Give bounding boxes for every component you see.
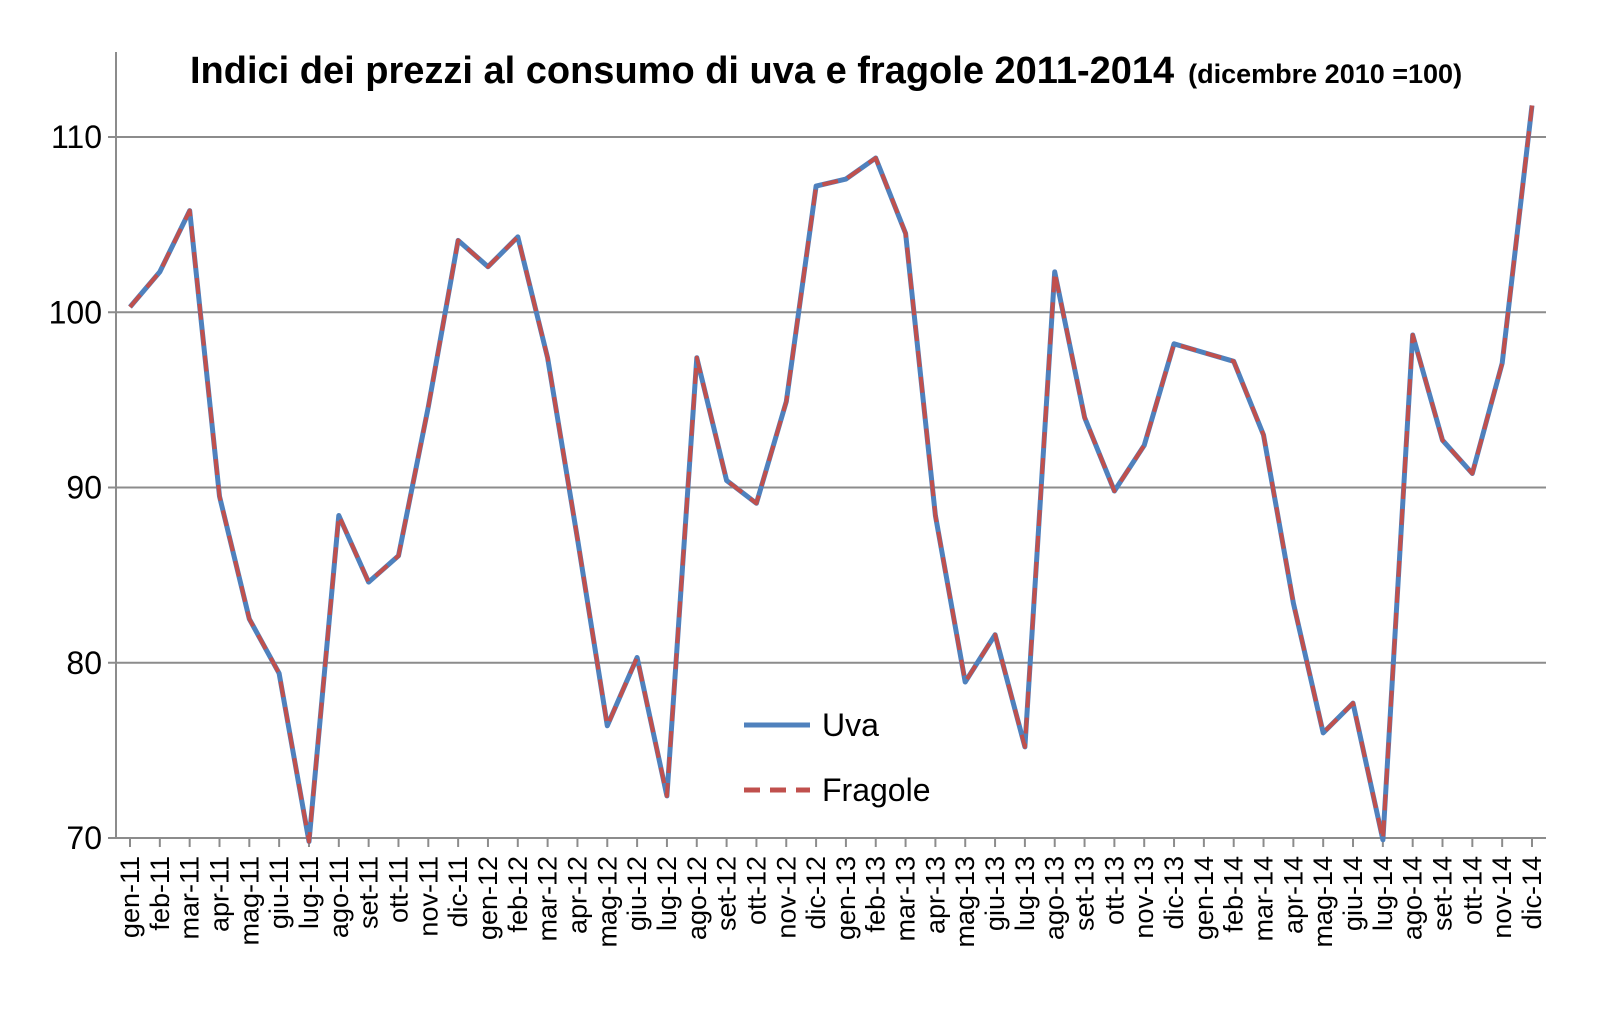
y-axis-tick-labels: 70 80 90 100 110 <box>49 119 116 856</box>
x-tick-label: giu-13 <box>980 856 1010 931</box>
x-tick-label: feb-13 <box>861 856 891 933</box>
x-tick-label: nov-14 <box>1487 856 1517 939</box>
x-tick-label: giu-14 <box>1338 856 1368 931</box>
legend: Uva Fragole <box>744 707 931 808</box>
legend-label-fragole: Fragole <box>822 772 931 808</box>
x-tick-label: ago-13 <box>1040 856 1070 940</box>
x-tick-label: lug-13 <box>1010 856 1040 931</box>
x-tick-label: mag-13 <box>950 856 980 948</box>
x-tick-label: giu-12 <box>622 856 652 931</box>
series-lines <box>128 105 1535 844</box>
x-tick-label: apr-13 <box>920 856 950 934</box>
x-tick-label: ago-12 <box>682 856 712 940</box>
x-tick-label: nov-13 <box>1129 856 1159 939</box>
x-tick-label: mar-13 <box>891 856 921 942</box>
x-tick-label: lug-14 <box>1368 856 1398 931</box>
x-tick-label: gen-11 <box>115 856 145 938</box>
x-tick-label: lug-11 <box>294 856 324 929</box>
x-tick-label: ago-11 <box>324 856 354 938</box>
x-tick-label: feb-11 <box>145 856 175 931</box>
x-tick-label: dic-12 <box>801 856 831 930</box>
x-tick-label: feb-14 <box>1219 856 1249 933</box>
x-tick-label: ott-12 <box>741 856 771 925</box>
x-tick-label: set-14 <box>1428 856 1458 931</box>
x-tick-label: feb-12 <box>503 856 533 933</box>
y-tick-label: 90 <box>66 470 102 506</box>
x-tick-label: mag-12 <box>592 856 622 948</box>
x-tick-label: set-12 <box>712 856 742 931</box>
x-tick-label: lug-12 <box>652 856 682 931</box>
y-tick-label: 70 <box>66 820 102 856</box>
x-tick-label: ago-14 <box>1398 856 1428 940</box>
legend-label-uva: Uva <box>822 707 879 743</box>
x-tick-label: giu-11 <box>264 856 294 929</box>
x-tick-label: ott-11 <box>383 856 413 923</box>
y-tick-label: 110 <box>51 119 102 155</box>
axes <box>115 52 1546 839</box>
x-tick-label: dic-11 <box>443 856 473 928</box>
x-tick-label: gen-14 <box>1189 856 1219 940</box>
x-tick-label: ott-13 <box>1099 856 1129 925</box>
x-tick-label: mag-11 <box>234 856 264 946</box>
x-tick-label: set-11 <box>354 856 384 929</box>
x-tick-label: gen-12 <box>473 856 503 940</box>
series-line-fragole <box>128 105 1534 844</box>
chart-title-group: Indici dei prezzi al consumo di uva e fr… <box>190 50 1462 92</box>
x-tick-label: nov-12 <box>771 856 801 939</box>
x-tick-label: set-13 <box>1070 856 1100 931</box>
x-tick-label: mag-14 <box>1308 856 1338 948</box>
x-tick-label: nov-11 <box>413 856 443 937</box>
x-tick-label: mar-12 <box>533 856 563 942</box>
x-tick-label: dic-13 <box>1159 856 1189 930</box>
x-tick-label: apr-11 <box>204 856 234 932</box>
x-tick-label: mar-14 <box>1249 856 1279 942</box>
chart-title: Indici dei prezzi al consumo di uva e fr… <box>190 50 1174 92</box>
x-axis-tick-labels: gen-11 feb-11 mar-11 apr-11 mag-11 giu-11 lug-… <box>115 838 1547 948</box>
y-tick-label: 100 <box>49 294 102 330</box>
x-tick-label: apr-14 <box>1278 856 1308 934</box>
y-tick-label: 80 <box>66 645 102 681</box>
x-tick-label: apr-12 <box>562 856 592 934</box>
x-tick-label: ott-14 <box>1457 856 1487 925</box>
x-tick-label: mar-11 <box>175 856 205 940</box>
chart-subtitle: (dicembre 2010 =100) <box>1188 59 1462 89</box>
x-tick-label: dic-14 <box>1517 856 1547 930</box>
x-tick-label: gen-13 <box>831 856 861 940</box>
